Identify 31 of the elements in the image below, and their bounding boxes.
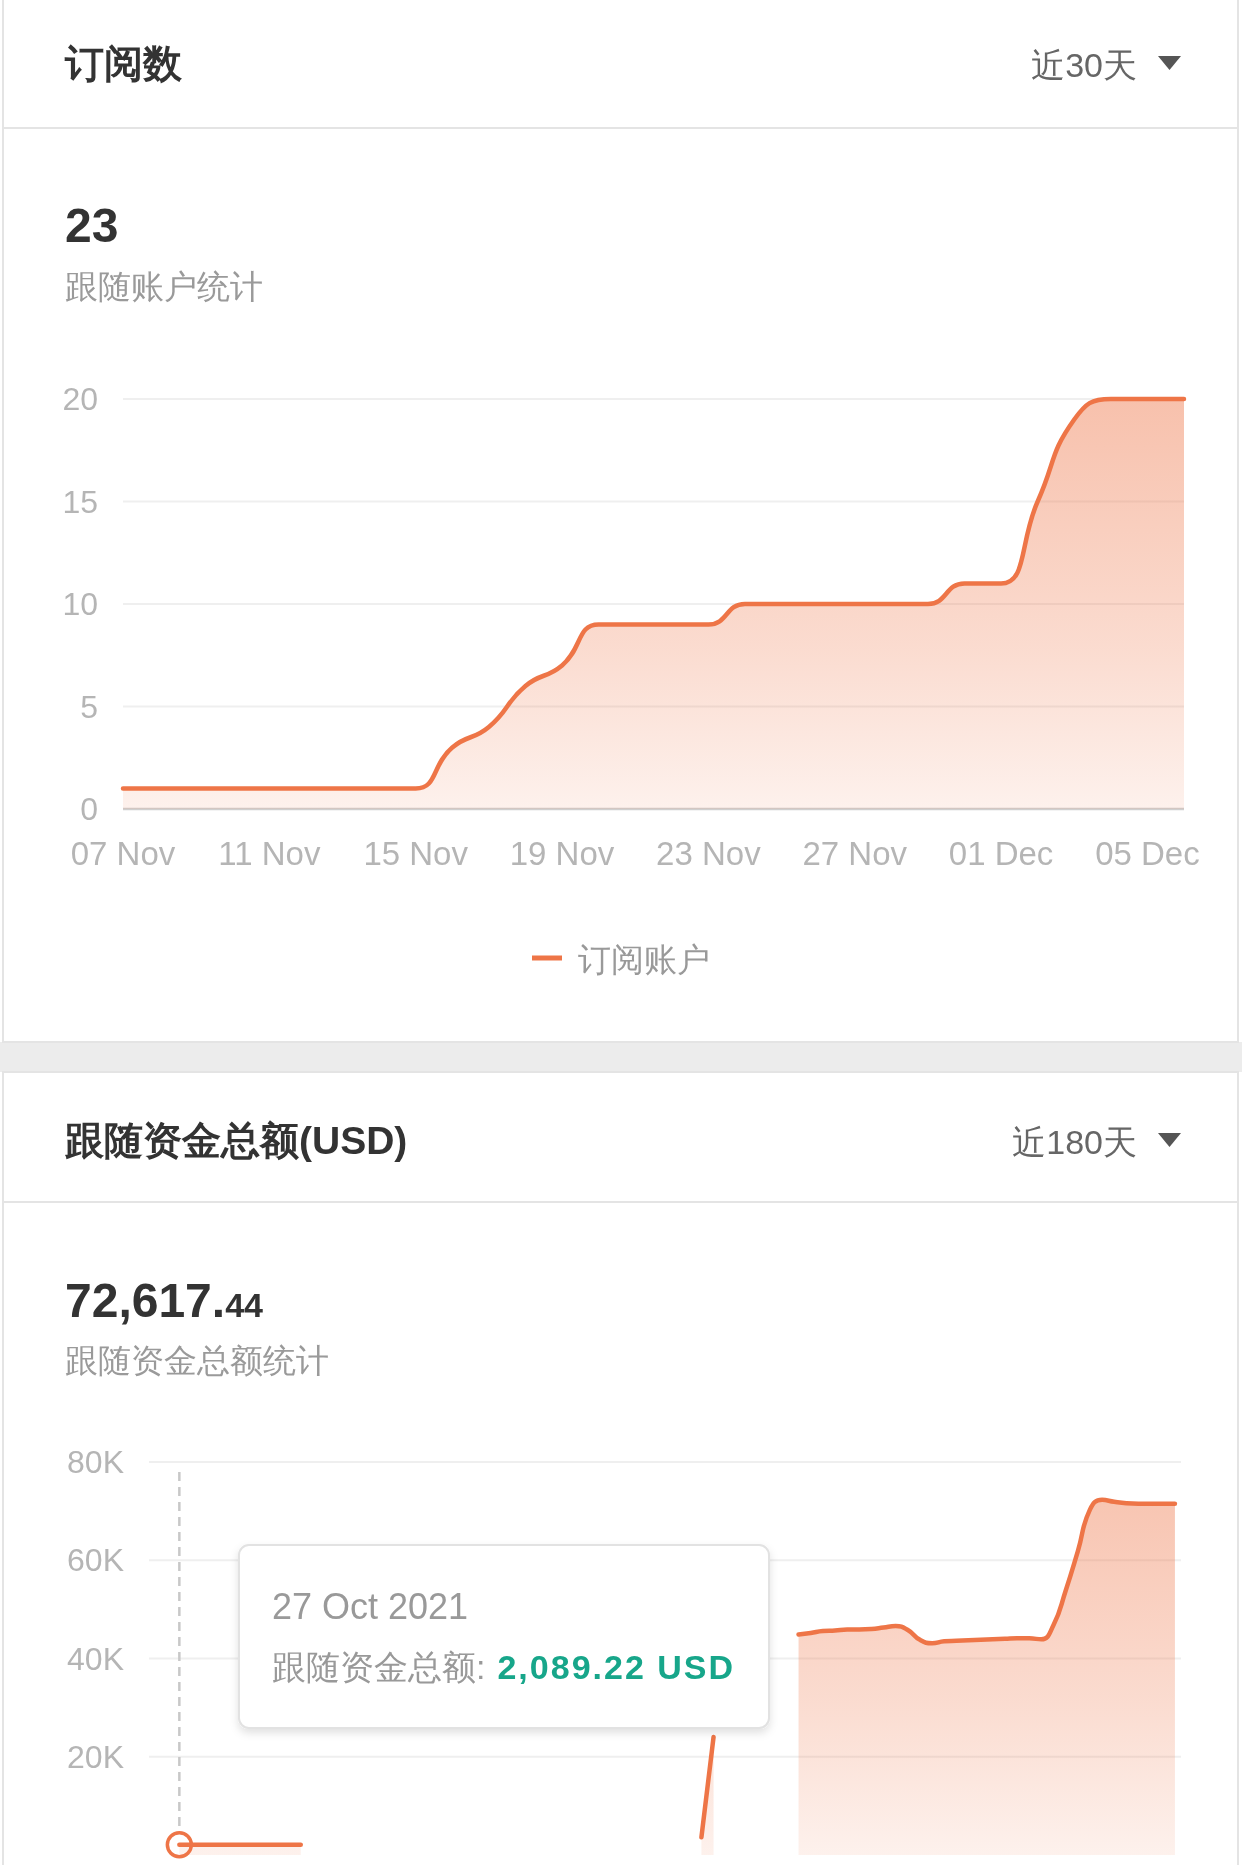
chart-title: 订阅数 (64, 41, 183, 85)
y-tick-label: 5 (80, 688, 98, 725)
tooltip: 27 Oct 2021 跟随资金总额: 2,089.22 USD (238, 1544, 770, 1729)
y-tick-label: 15 (62, 483, 98, 520)
legend: 订阅账户 (532, 940, 710, 978)
x-tick-label: 11 Nov (218, 834, 321, 872)
text: 近180天 (1012, 1123, 1137, 1161)
x-tick-label: 15 Nov (363, 834, 469, 872)
y-tick-label: 40K (67, 1640, 124, 1677)
annotation: 27 Oct 2021 (272, 1585, 469, 1627)
y-tick-label: 0 (80, 791, 98, 827)
annotation: 2,089.22 USD (497, 1648, 736, 1686)
text: 近30天 (1031, 46, 1137, 84)
text: 72,617.44 (65, 1274, 264, 1327)
x-tick-label: 23 Nov (656, 834, 762, 872)
y-tick-label: 20 (62, 381, 98, 417)
x-tick-label: 07 Nov (70, 834, 176, 872)
y-tick-label: 20K (67, 1738, 124, 1775)
y-tick-label: 60K (67, 1542, 124, 1579)
y-tick-label: 80K (67, 1444, 124, 1480)
text: 跟随账户统计 (65, 268, 263, 305)
x-tick-label: 27 Nov (802, 834, 908, 872)
text: 跟随资金总额统计 (65, 1342, 329, 1379)
x-tick-label: 05 Dec (1095, 834, 1200, 872)
legend-label: 订阅账户 (578, 940, 710, 978)
x-tick-label: 19 Nov (509, 834, 615, 872)
annotation: 跟随资金总额: (272, 1648, 486, 1686)
chart-title: 跟随资金总额(USD) (64, 1118, 408, 1162)
text: 23 (65, 199, 119, 252)
x-tick-label: 01 Dec (948, 834, 1054, 872)
y-tick-label: 10 (62, 586, 98, 622)
